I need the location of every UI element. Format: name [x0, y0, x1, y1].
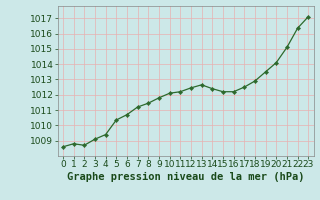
X-axis label: Graphe pression niveau de la mer (hPa): Graphe pression niveau de la mer (hPa) — [67, 172, 304, 182]
